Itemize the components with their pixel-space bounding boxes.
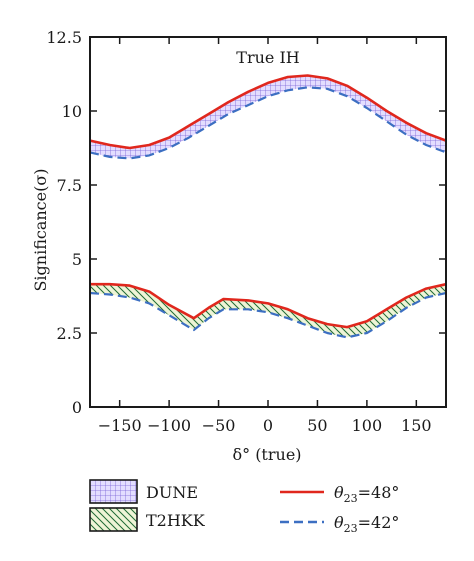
- x-tick-label: 150: [401, 416, 432, 435]
- band-t2hkk: [90, 284, 446, 338]
- x-tick-label: 0: [263, 416, 273, 435]
- y-axis-label: Significance(σ): [31, 168, 50, 291]
- legend: DUNE T2HKK θ23=48° θ23=42°: [89, 479, 399, 535]
- legend-swatch-t2hkk: [89, 507, 138, 532]
- x-tick-label: 100: [352, 416, 383, 435]
- chart-title: True IH: [236, 48, 300, 67]
- legend-label-theta-1: θ23=42°: [334, 513, 399, 535]
- band-dune: [90, 75, 446, 159]
- x-tick-label: −100: [147, 416, 191, 435]
- y-tick-label: 2.5: [57, 324, 82, 343]
- legend-label-dune: DUNE: [146, 483, 198, 502]
- y-tick-label: 5: [72, 250, 82, 269]
- x-tick-label: 50: [307, 416, 327, 435]
- series-line-3: [89, 291, 447, 339]
- x-tick-label: −150: [98, 416, 142, 435]
- x-tick-label: −50: [202, 416, 236, 435]
- y-tick-label: 10: [62, 102, 82, 121]
- legend-label-theta-0: θ23=48°: [334, 483, 399, 505]
- y-tick-label: 12.5: [46, 28, 82, 47]
- series-line-0: [89, 74, 447, 150]
- legend-label-t2hkk: T2HKK: [146, 511, 206, 530]
- y-tick-label: 0: [72, 398, 82, 417]
- lines-layer: [89, 74, 447, 339]
- y-tick-label: 7.5: [57, 176, 82, 195]
- series-line-2: [90, 282, 447, 329]
- bands-layer: [90, 75, 446, 338]
- ticks-layer: −150 −100 −50 0 50 100 150 0 2.5 5 7.5 10 12.5: [46, 28, 446, 435]
- series-line-1: [89, 86, 447, 160]
- x-axis-label: δ° (true): [232, 445, 301, 464]
- legend-swatch-dune: [89, 479, 138, 504]
